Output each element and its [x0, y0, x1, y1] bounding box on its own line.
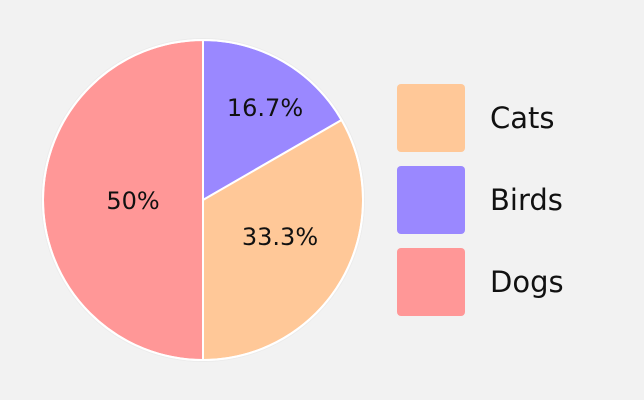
legend-label-cats: Cats: [490, 101, 555, 135]
legend-item-dogs: Dogs: [397, 248, 564, 316]
legend-label-birds: Birds: [490, 183, 563, 217]
slice-label-cats: 33.3%: [242, 223, 318, 251]
legend-swatch-dogs: [397, 248, 465, 316]
legend-item-birds: Birds: [397, 166, 563, 234]
slice-label-birds: 16.7%: [227, 94, 303, 122]
slice-label-dogs: 50%: [106, 187, 159, 215]
legend-swatch-birds: [397, 166, 465, 234]
legend-label-dogs: Dogs: [490, 265, 564, 299]
legend-swatch-cats: [397, 84, 465, 152]
legend-item-cats: Cats: [397, 84, 555, 152]
